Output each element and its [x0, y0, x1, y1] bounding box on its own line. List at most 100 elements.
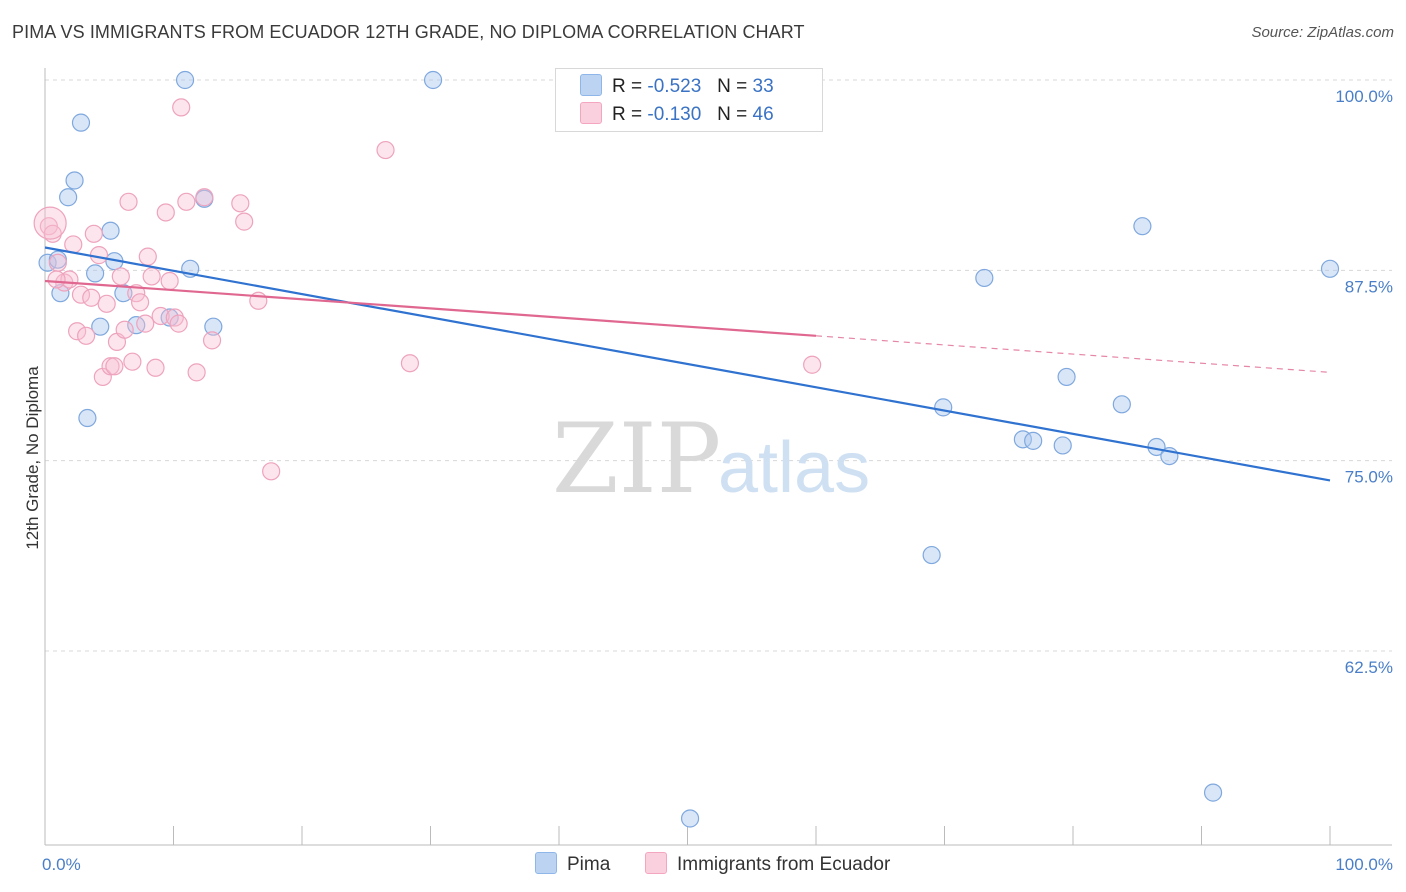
- trend-lines: [44, 246, 1331, 482]
- ecuador-point-15: [105, 357, 124, 376]
- pima-point-17: [175, 70, 195, 90]
- ecuador-point-9: [82, 288, 101, 307]
- pima-point-25: [1053, 436, 1072, 455]
- ecuador-trend-line: [44, 279, 817, 337]
- ecuador-point-35: [195, 188, 214, 207]
- pima-point-32: [1320, 259, 1340, 278]
- ecuador-point-8: [77, 326, 96, 345]
- pima-point-20: [922, 545, 941, 565]
- y-tick-label-0: 62.5%: [1345, 658, 1393, 677]
- ecuador-point-45: [33, 206, 67, 240]
- pima-point-7: [86, 264, 105, 283]
- ecuador-point-40: [262, 462, 281, 481]
- ecuador-point-19: [119, 192, 138, 211]
- ecuador-trend-extension: [815, 335, 1331, 373]
- ecuador-point-26: [146, 358, 165, 377]
- ecuador-point-38: [235, 212, 254, 231]
- ecuador-point-17: [111, 267, 130, 286]
- pima-point-3: [59, 188, 78, 207]
- legend-item-pima: Pima: [535, 852, 610, 876]
- pima-legend-label: Pima: [567, 854, 611, 875]
- pima-point-6: [78, 408, 97, 428]
- pima-point-24: [1024, 431, 1043, 450]
- pima-point-5: [71, 113, 91, 132]
- pima-r-label: R =: [612, 76, 643, 97]
- ecuador-point-43: [803, 355, 822, 374]
- ecuador-point-27: [151, 306, 170, 326]
- watermark-zip: ZIP: [552, 403, 721, 515]
- pima-swatch: [580, 74, 602, 96]
- ecuador-point-14: [101, 357, 120, 376]
- ecuador-point-20: [123, 352, 142, 371]
- pima-point-12: [127, 316, 146, 335]
- ecuador-point-13: [97, 294, 116, 313]
- ecuador-point-41: [376, 140, 395, 160]
- watermark: ZIP atlas: [552, 403, 870, 515]
- chart-title: PIMA VS IMMIGRANTS FROM ECUADOR 12TH GRA…: [12, 22, 805, 42]
- ecuador-point-18: [115, 320, 134, 339]
- ecuador-swatch: [580, 102, 602, 124]
- pima-point-31: [1203, 783, 1223, 802]
- ecuador-point-44: [47, 270, 66, 289]
- pima-point-8: [91, 317, 110, 336]
- ecuador-point-6: [68, 322, 87, 341]
- pima-point-16: [204, 317, 223, 336]
- pima-n-label: N =: [717, 76, 748, 97]
- pima-point-4: [65, 171, 84, 190]
- pima-point-19: [680, 809, 700, 828]
- ecuador-point-21: [127, 284, 146, 303]
- ecuador-point-37: [231, 194, 250, 213]
- correlation-legend: R = -0.523 N = 33 R = -0.130 N = 46: [555, 68, 823, 132]
- pima-trend-line: [44, 246, 1331, 482]
- pima-r-value: -0.523: [647, 76, 702, 97]
- ecuador-legend-swatch: [645, 852, 667, 874]
- x-tick-label-0: 0.0%: [42, 855, 81, 874]
- ecuador-legend-label: Immigrants from Ecuador: [677, 854, 891, 875]
- y-tick-label-2: 87.5%: [1345, 277, 1393, 296]
- ecuador-r-value: -0.130: [647, 104, 702, 125]
- ecuador-point-7: [71, 285, 91, 304]
- ecuador-point-5: [64, 235, 83, 254]
- pima-point-28: [1133, 217, 1152, 236]
- pima-legend-swatch: [535, 852, 557, 874]
- ecuador-point-28: [156, 203, 175, 222]
- pima-point-2: [51, 284, 70, 303]
- pima-point-0: [38, 253, 57, 272]
- ecuador-point-25: [142, 267, 161, 286]
- data-points: [33, 70, 1340, 828]
- legend-row-pima: R = -0.523 N = 33: [580, 74, 774, 98]
- ecuador-r-label: R =: [612, 104, 643, 125]
- legend-item-ecuador: Immigrants from Ecuador: [645, 852, 890, 876]
- ecuador-point-2: [48, 253, 67, 272]
- pima-point-13: [160, 308, 179, 327]
- axes: [44, 68, 1392, 846]
- y-axis-label: 12th Grade, No Diploma: [23, 366, 42, 550]
- source-label: Source: ZipAtlas.com: [1251, 24, 1394, 41]
- ecuador-point-36: [202, 331, 222, 350]
- y-tick-label-1: 75.0%: [1345, 468, 1393, 487]
- x-tick-label-1: 100.0%: [1335, 855, 1393, 874]
- ecuador-point-32: [172, 98, 191, 117]
- ecuador-point-34: [187, 363, 206, 382]
- tick-labels: 62.5% 75.0% 87.5% 100.0% 0.0% 100.0%: [42, 87, 1393, 874]
- ecuador-point-10: [84, 224, 103, 243]
- pima-point-27: [1112, 395, 1131, 414]
- pima-point-9: [101, 221, 120, 240]
- ecuador-point-23: [136, 314, 155, 333]
- pima-n-value: 33: [752, 76, 774, 97]
- y-tick-label-3: 100.0%: [1335, 87, 1393, 106]
- ecuador-point-42: [400, 354, 420, 373]
- pima-point-18: [423, 70, 443, 90]
- ecuador-n-label: N =: [717, 104, 748, 125]
- ecuador-point-22: [130, 293, 150, 312]
- ecuador-n-value: 46: [752, 104, 774, 125]
- pima-point-22: [975, 268, 994, 288]
- legend-row-ecuador: R = -0.130 N = 46: [580, 102, 774, 126]
- pima-point-21: [934, 398, 953, 417]
- ecuador-point-24: [138, 247, 157, 266]
- grid-lines: [45, 79, 1392, 652]
- pima-point-26: [1057, 367, 1076, 387]
- ecuador-point-33: [177, 192, 196, 211]
- ecuador-point-29: [160, 271, 179, 291]
